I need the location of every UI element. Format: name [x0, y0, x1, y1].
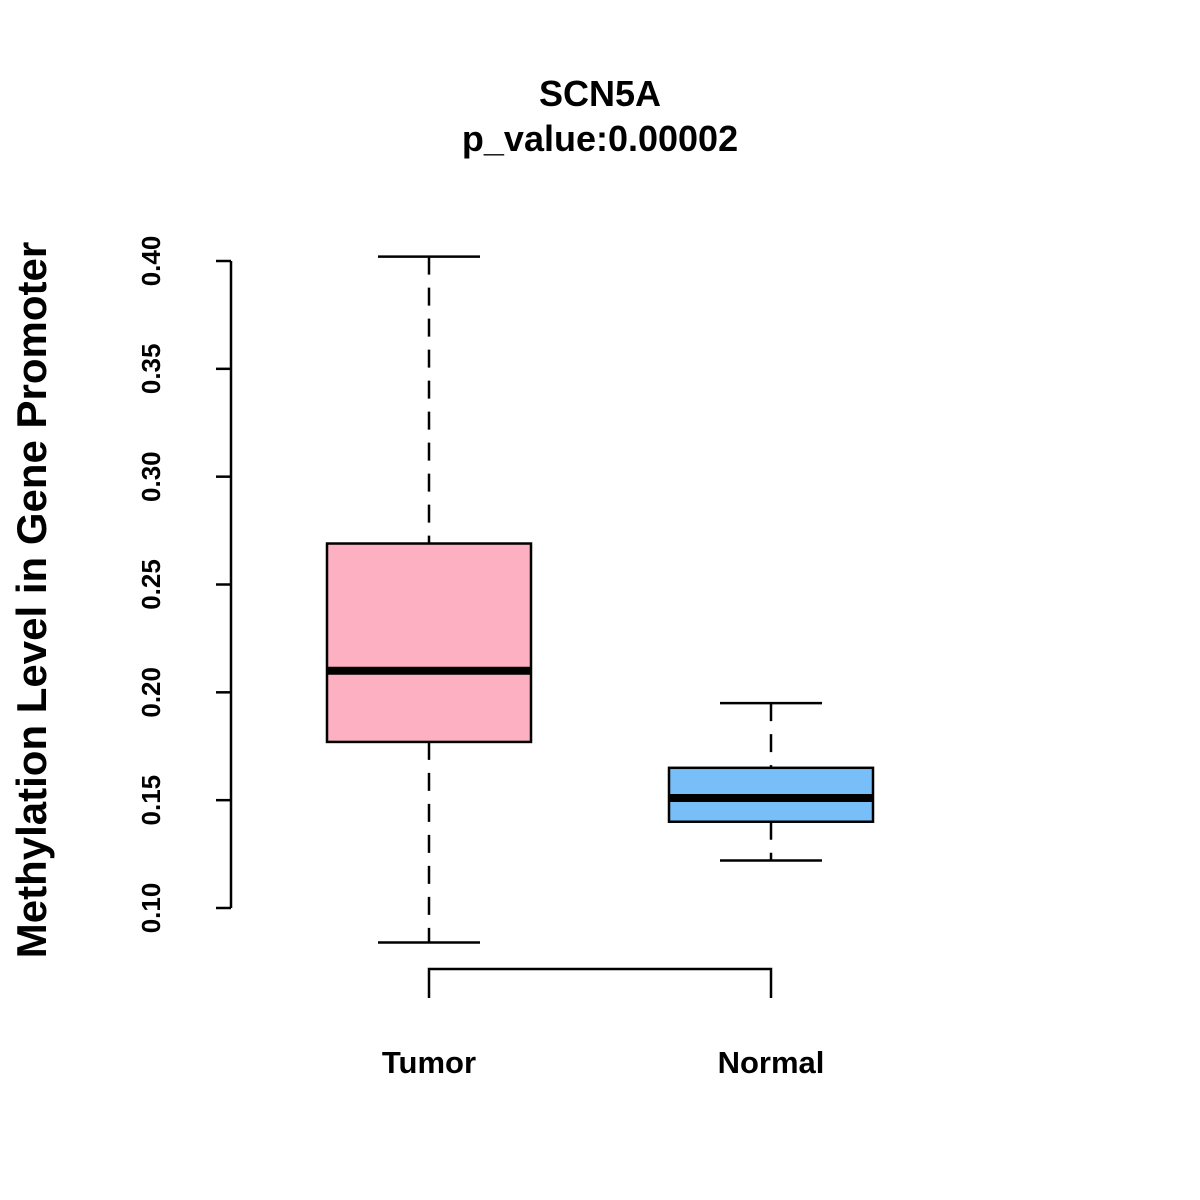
y-axis: 0.10 0.15 0.20 0.25 0.30 0.35 0.40	[136, 236, 233, 934]
y-tick-label: 0.40	[136, 236, 166, 287]
y-tick-label: 0.10	[136, 883, 166, 934]
y-axis-label: Methylation Level in Gene Promoter	[8, 242, 55, 958]
y-tick-label: 0.35	[136, 344, 166, 395]
x-axis-labels: Tumor Normal	[382, 1045, 824, 1080]
category-label-tumor: Tumor	[382, 1045, 476, 1080]
y-tick-label: 0.15	[136, 775, 166, 826]
box-tumor	[325, 255, 533, 944]
y-tick-label: 0.20	[136, 667, 166, 718]
comparison-bracket	[427, 967, 773, 998]
box-normal	[667, 701, 875, 862]
bracket-line	[427, 967, 773, 998]
category-label-normal: Normal	[718, 1045, 825, 1080]
chart-title: SCN5A	[539, 73, 661, 114]
chart-subtitle: p_value:0.00002	[462, 118, 738, 159]
boxes-layer	[325, 255, 875, 944]
y-tick-label: 0.25	[136, 559, 166, 610]
y-tick-label: 0.30	[136, 451, 166, 502]
iqr-box	[325, 542, 533, 744]
